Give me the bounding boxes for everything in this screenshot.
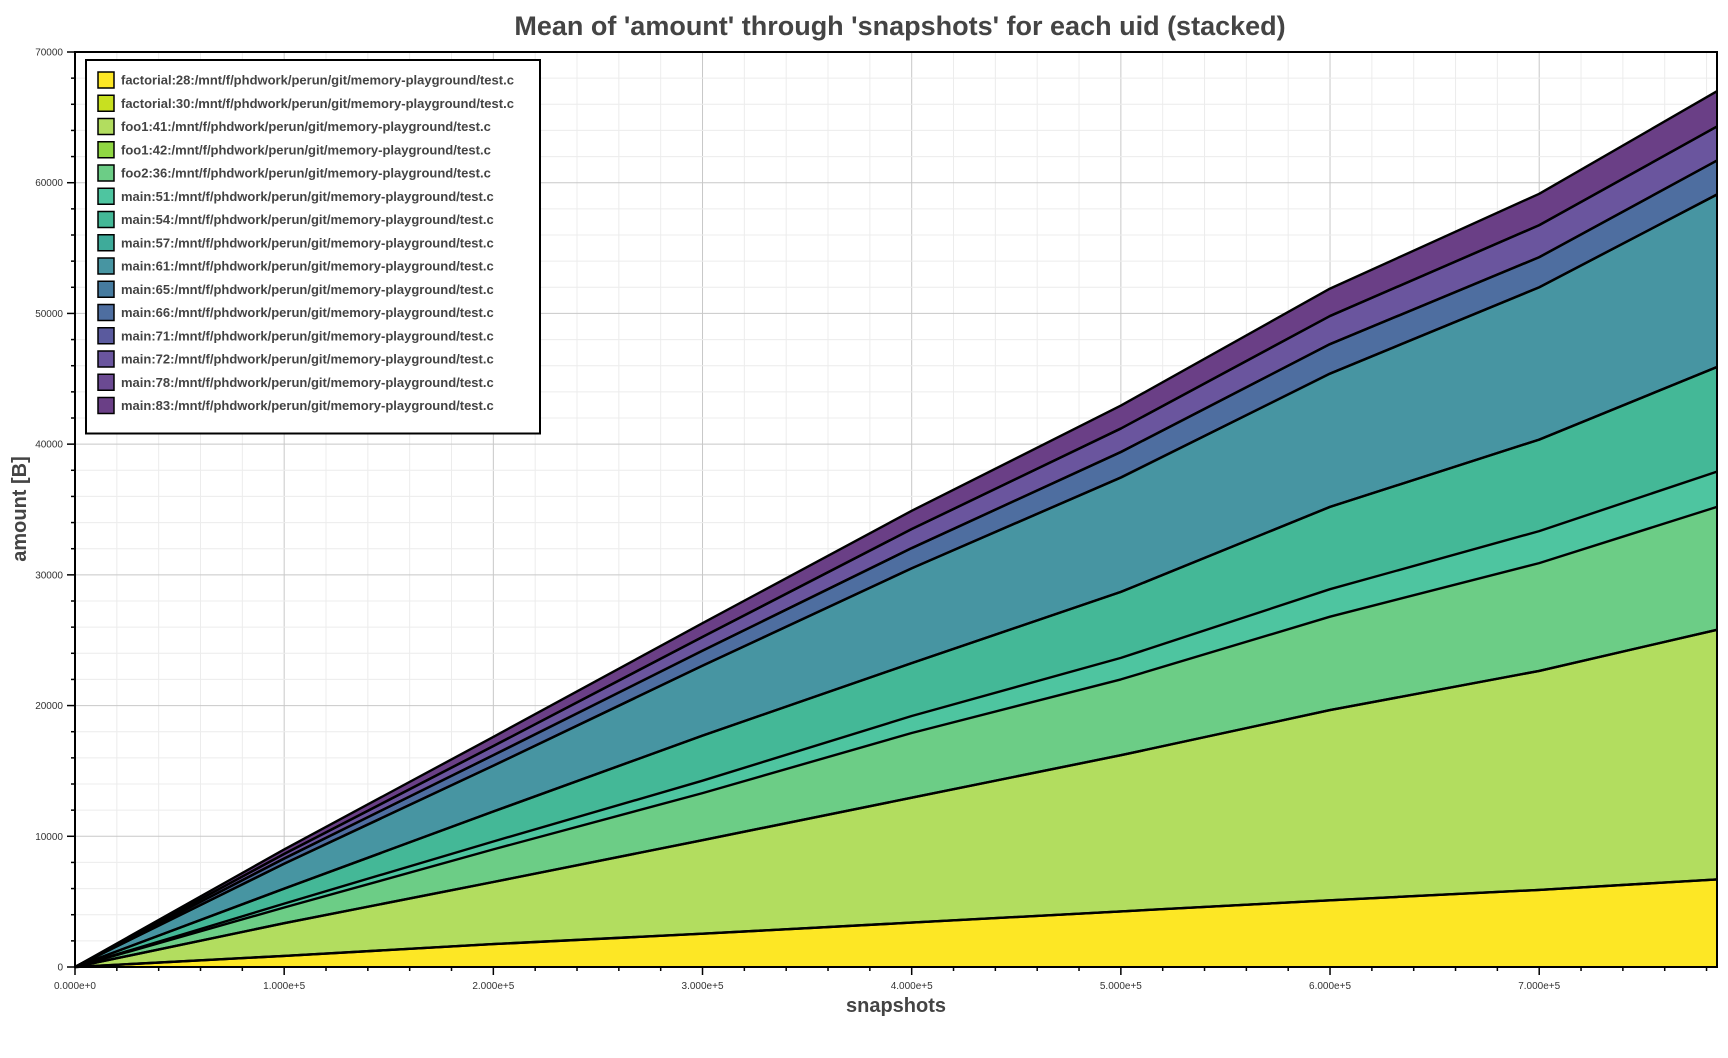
legend-label: foo2:36:/mnt/f/phdwork/perun/git/memory-… (121, 166, 491, 181)
series-boundary-line-6 (74, 470, 1718, 969)
y-tick-label: 40000 (35, 440, 63, 451)
legend-swatch (97, 327, 115, 345)
legend-swatch (97, 164, 115, 182)
x-tick-label: 2.000e+5 (472, 981, 514, 992)
series-boundary-line-12 (74, 159, 1718, 969)
legend-label: main:78:/mnt/f/phdwork/perun/git/memory-… (121, 375, 494, 390)
legend-swatch (97, 210, 115, 229)
legend-label: main:61:/mnt/f/phdwork/perun/git/memory-… (121, 259, 494, 274)
x-tick-label: 7.000e+5 (1518, 981, 1560, 992)
legend-swatch (97, 187, 115, 205)
y-tick-label: 20000 (35, 701, 63, 712)
series-boundary-line-10 (74, 193, 1718, 969)
legend-label: foo1:41:/mnt/f/phdwork/perun/git/memory-… (121, 119, 491, 134)
legend-swatch (97, 396, 115, 415)
x-tick-label: 1.000e+5 (263, 981, 305, 992)
y-axis-title: amount [B] (9, 456, 31, 562)
legend-swatch (97, 350, 115, 368)
area-series-11 (75, 160, 1717, 967)
x-tick-label: 6.000e+5 (1309, 981, 1351, 992)
legend-swatch (97, 117, 115, 136)
series-boundary-line-5 (74, 505, 1718, 969)
legend-label: factorial:30:/mnt/f/phdwork/perun/git/me… (121, 96, 514, 111)
legend-swatch (97, 373, 115, 391)
legend-label: main:57:/mnt/f/phdwork/perun/git/memory-… (121, 235, 494, 250)
area-layer (75, 91, 1717, 967)
legend-label: main:51:/mnt/f/phdwork/perun/git/memory-… (121, 189, 494, 204)
legend-swatch (97, 71, 115, 89)
area-series-13 (75, 126, 1717, 967)
series-boundary-line-14 (74, 125, 1718, 969)
legend-label: main:66:/mnt/f/phdwork/perun/git/memory-… (121, 305, 494, 320)
y-tick-label: 0 (57, 963, 63, 974)
legend-swatch (97, 303, 115, 322)
legend-label: main:65:/mnt/f/phdwork/perun/git/memory-… (121, 282, 494, 297)
x-tick-label: 5.000e+5 (1100, 981, 1142, 992)
x-tick-label: 0.000e+0 (54, 981, 96, 992)
legend-box (85, 59, 541, 435)
x-tick-label: 4.000e+5 (891, 981, 933, 992)
series-boundary-line-2 (74, 878, 1718, 969)
legend-label: main:72:/mnt/f/phdwork/perun/git/memory-… (121, 352, 494, 367)
y-tick-label: 60000 (35, 178, 63, 189)
legend-label: foo1:42:/mnt/f/phdwork/perun/git/memory-… (121, 142, 491, 157)
series-boundary-line-4 (74, 628, 1718, 969)
series-boundary-line-8 (74, 365, 1718, 969)
series-boundary-line-15 (74, 90, 1718, 969)
legend-swatch (97, 257, 115, 275)
area-series-9 (75, 194, 1717, 967)
x-axis-title: snapshots (846, 995, 946, 1017)
y-tick-label: 50000 (35, 309, 63, 320)
y-tick-label: 10000 (35, 832, 63, 843)
legend-swatch (97, 234, 115, 252)
plot-frame (74, 51, 1718, 968)
boundary-lines (74, 90, 1718, 969)
legend-label: factorial:28:/mnt/f/phdwork/perun/git/me… (121, 73, 514, 88)
legend-label: main:54:/mnt/f/phdwork/perun/git/memory-… (121, 212, 494, 227)
area-series-3 (75, 629, 1717, 967)
x-tick-label: 3.000e+5 (682, 981, 724, 992)
legend-swatch (97, 141, 115, 159)
legend-label: main:71:/mnt/f/phdwork/perun/git/memory-… (121, 328, 494, 343)
legend-swatch (97, 280, 115, 298)
area-series-15 (75, 91, 1717, 967)
legend-label: main:83:/mnt/f/phdwork/perun/git/memory-… (121, 398, 494, 413)
legend: factorial:28:/mnt/f/phdwork/perun/git/me… (85, 59, 541, 435)
chart-title: Mean of 'amount' through 'snapshots' for… (514, 11, 1285, 41)
legend-swatch (97, 94, 115, 112)
y-tick-label: 30000 (35, 570, 63, 581)
y-tick-label: 70000 (35, 48, 63, 59)
axes: 0.000e+0 1.000e+5 2.000e+5 3.000e+5 4.000e+5… (35, 48, 1708, 992)
